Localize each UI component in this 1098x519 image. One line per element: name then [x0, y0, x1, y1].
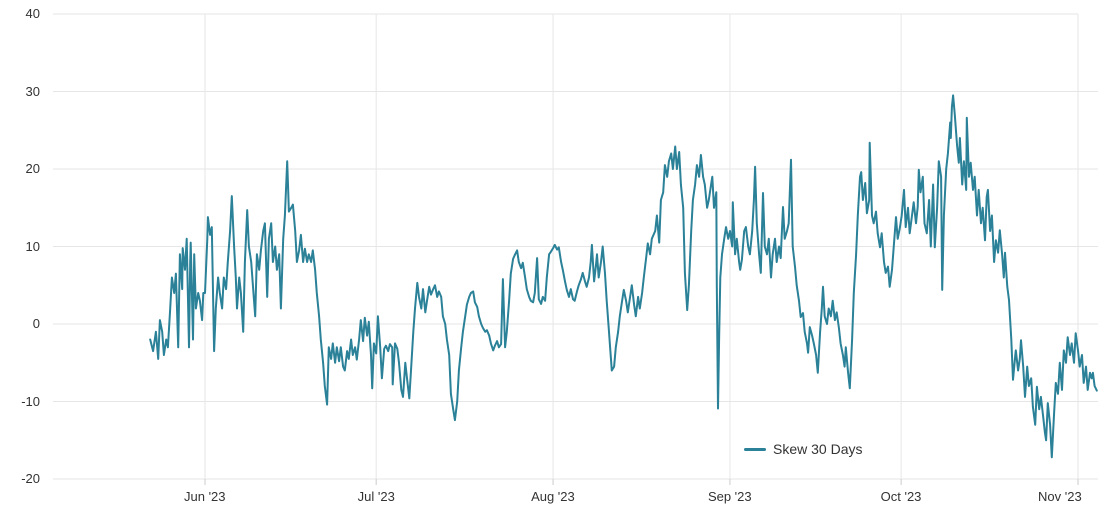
legend-line-icon: [744, 447, 766, 451]
y-axis-label: -20: [21, 471, 40, 486]
series-line-skew-30-days[interactable]: [149, 94, 1098, 459]
legend-label: Skew 30 Days: [773, 441, 863, 457]
y-axis-label: -10: [21, 393, 40, 409]
y-axis-label: 0: [32, 316, 40, 331]
y-axis-label: 30: [25, 83, 40, 99]
x-axis-label: Aug '23: [531, 489, 575, 504]
x-axis-label: Oct '23: [880, 489, 922, 504]
y-axis-label: 10: [25, 238, 40, 254]
x-axis-label: Nov '23: [1038, 489, 1082, 504]
x-axis-label: Jun '23: [184, 489, 226, 504]
x-axis-label: Sep '23: [707, 489, 752, 504]
legend-item-skew-30-days[interactable]: Skew 30 Days: [744, 441, 862, 457]
y-axis-label: 40: [25, 6, 40, 21]
y-axis-label: 20: [25, 161, 40, 176]
x-axis-label: Jul '23: [357, 489, 395, 504]
